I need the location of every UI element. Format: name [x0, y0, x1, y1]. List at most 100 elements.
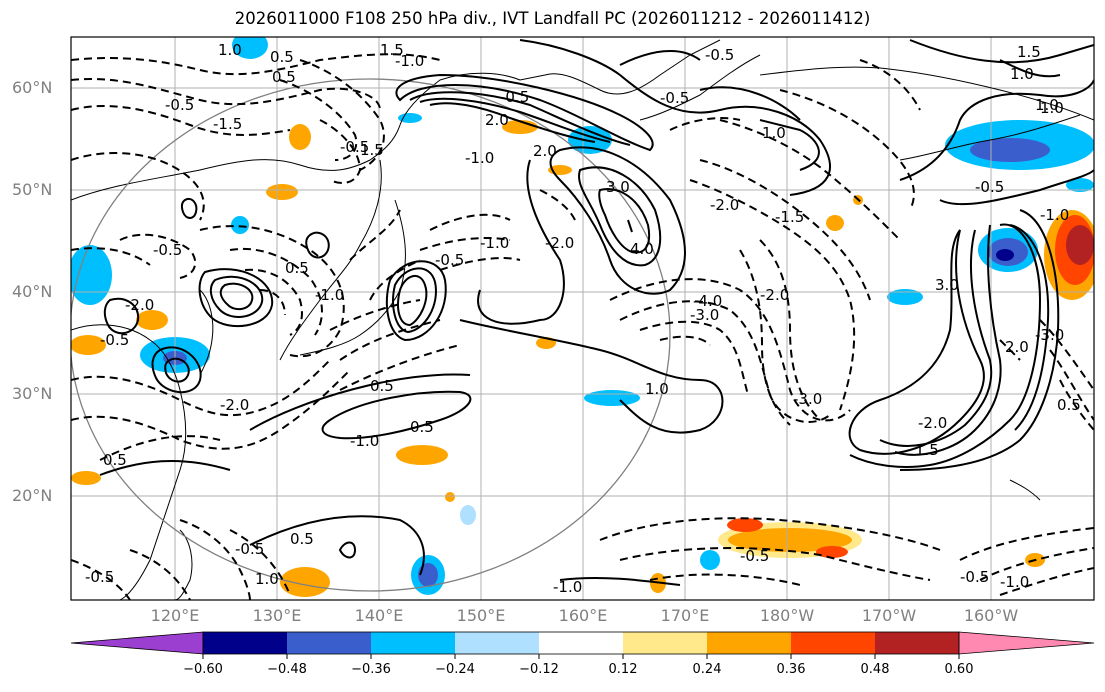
contour-label: -2.0 [220, 396, 249, 414]
contour-label: 2.0 [1005, 338, 1029, 356]
contour-label: 0.5 [370, 377, 394, 395]
contour-label: 1.0 [762, 124, 786, 142]
negative-contours [71, 53, 1094, 600]
contour-label: 4.0 [630, 240, 654, 258]
lat-label: 30°N [12, 384, 53, 403]
shade-orange [396, 445, 448, 465]
contour-label: -0.5 [235, 540, 264, 558]
contour-label: -3.0 [1035, 326, 1064, 344]
map-frame [70, 36, 1095, 601]
contour-label: 0.5 [103, 451, 127, 469]
shade-orange [280, 567, 330, 597]
contour-label: -1.0 [1000, 573, 1029, 591]
contour-label: -1.0 [480, 234, 509, 252]
coast-sakhalin [279, 159, 382, 361]
contour-label: -0.5 [705, 46, 734, 64]
colorbar-tick-label: −0.48 [267, 662, 307, 677]
lon-label: 180°W [759, 606, 815, 625]
contour-label: 2.0 [485, 111, 509, 129]
coast-china [71, 324, 187, 600]
shade-red [727, 518, 763, 532]
colorbar-cell [371, 632, 455, 654]
shade-blue-dark [970, 138, 1050, 162]
coast-aleutian-west [639, 54, 761, 121]
lon-label: 130°E [252, 606, 302, 625]
shade-blue [1066, 178, 1094, 192]
colorbar-cell [875, 632, 959, 654]
positive-contours [99, 39, 1094, 586]
contour-label: -0.5 [500, 88, 529, 106]
shade-blue-light [460, 505, 476, 525]
contour-label: 3.0 [606, 178, 630, 196]
contour-label: -4.0 [693, 292, 722, 310]
colorbar-tick-label: −0.60 [183, 662, 223, 677]
contour-label: 1.5 [380, 41, 404, 59]
coast-korea [199, 289, 214, 376]
colorbar-cell [539, 632, 623, 654]
colorbar-cell [287, 632, 371, 654]
contour-label: -0.5 [975, 178, 1004, 196]
shade-orange [728, 528, 852, 552]
contour-label: -0.5 [740, 547, 769, 565]
contour-label: 0.5 [1057, 396, 1081, 414]
shade-blue [71, 245, 112, 305]
lon-label: 150°E [456, 606, 506, 625]
lon-label: 160°E [558, 606, 608, 625]
contour-label: -0.5 [153, 241, 182, 259]
shade-orange [826, 215, 844, 231]
contour-label: 0.5 [290, 530, 314, 548]
contour-label: 1.0 [1035, 96, 1059, 114]
colorbar [70, 631, 1095, 659]
colorbar-tick-label: 0.12 [608, 662, 638, 677]
coast-asia-north [71, 39, 721, 201]
contour-label: 1.5 [915, 441, 939, 459]
contour-label: -2.0 [125, 296, 154, 314]
contour-label: -2.0 [760, 286, 789, 304]
contour-label: -2.0 [545, 234, 574, 252]
shade-orange [136, 310, 168, 330]
contour-label: -0.5 [435, 251, 464, 269]
contour-label: -0.5 [165, 96, 194, 114]
colorbar-extend-high [958, 631, 1095, 655]
coastlines [71, 39, 1094, 600]
lon-label: 120°E [150, 606, 200, 625]
colorbar-tick-label: 0.36 [776, 662, 806, 677]
contour-label: -0.5 [340, 138, 369, 156]
colorbar-cell [203, 632, 287, 654]
shade-blue [232, 37, 268, 59]
lon-label: 170°W [861, 606, 917, 625]
shade-darkred [1066, 225, 1094, 265]
contour-label: -1.0 [553, 578, 582, 596]
colorbar-cell [791, 632, 875, 654]
contour-label: 1.5 [360, 141, 384, 159]
colorbar-tick-label: 0.48 [860, 662, 890, 677]
contour-label: -1.0 [350, 432, 379, 450]
contour-label: -3.0 [690, 306, 719, 324]
colorbar-tick-label: −0.36 [351, 662, 391, 677]
shade-orange [445, 492, 455, 502]
contour-label: -1.0 [395, 52, 424, 70]
contour-label: -1.0 [1040, 206, 1069, 224]
shade-blue-darkest [996, 249, 1014, 261]
contour-label: -0.5 [85, 568, 114, 586]
contour-label: 1.5 [1017, 43, 1041, 61]
contour-label: -1.5 [775, 208, 804, 226]
shade-blue [887, 289, 923, 305]
contour-label: -3.0 [793, 390, 822, 408]
contour-label: -0.5 [960, 568, 989, 586]
map-title: 2026011000 F108 250 hPa div., IVT Landfa… [234, 9, 871, 28]
contour-label: 1.0 [645, 380, 669, 398]
colorbar-ticks [202, 654, 960, 659]
shade-red [816, 546, 848, 558]
coast-japan [299, 199, 406, 356]
lon-label: 140°E [354, 606, 404, 625]
shade-orange [266, 184, 298, 200]
contour-label: -1.0 [315, 286, 344, 304]
coast-aleutian-east [899, 114, 1081, 161]
contour-label: 0.5 [272, 68, 296, 86]
contour-label-layer: 0.5 1.5 1.0 0.5 -1.0 -0.5 2.0 -0.5 -1.0 … [85, 41, 1081, 596]
lat-label: 60°N [12, 78, 53, 97]
contour-label: -1.5 [213, 115, 242, 133]
shade-orange [71, 335, 106, 355]
